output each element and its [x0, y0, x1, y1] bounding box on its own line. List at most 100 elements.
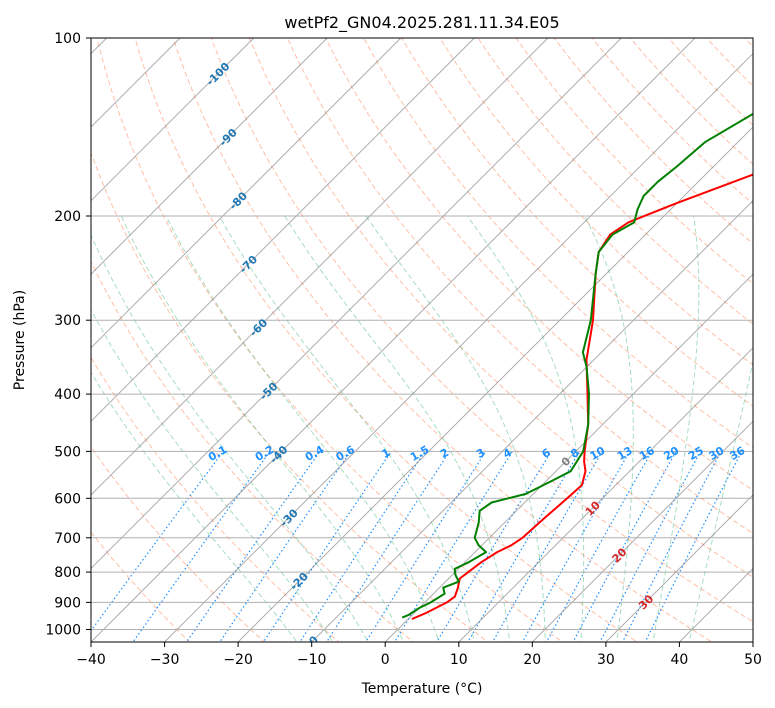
isotherm-label: 20: [610, 545, 630, 565]
mixing-ratio-label: 25: [686, 444, 706, 463]
dry-adiabat: [743, 38, 753, 48]
moist-adiabat: [466, 215, 585, 642]
y-axis-ticks: 100 200 300 400 500 600 700 800 900 1000: [45, 31, 91, 639]
mixing-ratio-line: [91, 451, 224, 632]
mixing-ratio-line: [394, 451, 513, 642]
isotherm: [91, 38, 475, 423]
isotherm: [311, 199, 753, 642]
x-tick-label: 10: [450, 652, 468, 668]
isotherm: [164, 52, 753, 642]
isotherm-label: -10: [298, 633, 321, 656]
x-tick-label: −10: [297, 652, 327, 668]
dry-adiabat: [91, 356, 340, 642]
x-tick-label: −40: [76, 652, 106, 668]
dry-adiabat: [770, 25, 775, 654]
mixing-ratio-line: [299, 451, 426, 642]
dry-adiabat: [667, 38, 753, 126]
dry-adiabat: [96, 38, 564, 642]
isotherm: [91, 38, 696, 642]
x-tick-label: 0: [381, 652, 390, 668]
isotherm: [91, 38, 622, 570]
dry-adiabat: [210, 38, 753, 623]
plot-frame: [90, 37, 754, 643]
moist-adiabat: [365, 215, 546, 642]
sounding-profiles: [401, 112, 753, 620]
dry-adiabat: [515, 38, 753, 285]
dry-adiabat: [553, 38, 753, 245]
mixing-ratio-line: [545, 451, 653, 642]
isotherm: [531, 420, 753, 642]
mixing-ratio-line: [467, 451, 581, 642]
mixing-ratio-label: 20: [661, 444, 681, 463]
y-tick-label: 800: [54, 565, 81, 581]
isotherm: [605, 494, 753, 642]
y-axis-label: Pressure (hPa): [12, 290, 28, 390]
dry-adiabat: [324, 38, 753, 491]
mixing-ratio-line: [185, 451, 321, 642]
mixing-ratio-label: 1.5: [408, 443, 431, 464]
x-tick-label: 40: [670, 652, 688, 668]
isotherm: [91, 38, 328, 275]
dry-adiabat: [172, 38, 713, 642]
dry-adiabat: [248, 38, 753, 578]
x-axis-ticks: −40 −30 −20 −10 0 10 20 30 40 50: [76, 642, 762, 668]
isotherm-label: -100: [204, 60, 233, 89]
x-tick-label: −20: [223, 652, 253, 668]
dry-adiabat: [134, 38, 639, 642]
x-tick-label: 30: [597, 652, 615, 668]
y-tick-label: 600: [54, 491, 81, 507]
dry-adiabat: [363, 38, 753, 449]
mixing-ratio-label: 0.6: [334, 443, 358, 464]
temperature-profile: [411, 173, 753, 620]
dry-adiabat: [401, 38, 753, 407]
mixing-ratio-label: 10: [588, 444, 608, 463]
mixing-ratio-line: [325, 451, 451, 642]
mixing-ratio-label: 4: [501, 446, 514, 461]
mixing-ratio-line: [644, 451, 743, 642]
mixing-ratio-label: 0.1: [206, 443, 229, 464]
y-tick-label: 700: [54, 531, 81, 547]
background-lines: [91, 25, 775, 654]
isotherm: [752, 641, 753, 642]
moist-adiabat: [91, 371, 298, 642]
dry-adiabat: [477, 38, 753, 325]
moist-adiabat: [91, 233, 369, 642]
mixing-ratio-label: 6: [540, 446, 553, 461]
dry-adiabat: [91, 260, 415, 642]
mixing-ratio-line: [492, 451, 603, 642]
dry-adiabat: [705, 38, 753, 87]
moist-adiabat: [218, 215, 475, 642]
y-tick-label: 100: [54, 31, 81, 47]
mixing-ratio-label: 36: [727, 444, 747, 463]
y-tick-label: 500: [54, 444, 81, 460]
mixing-ratio-line: [262, 451, 392, 642]
moist-adiabat: [120, 215, 405, 642]
moist-adiabat: [91, 308, 334, 642]
y-tick-label: 300: [54, 313, 81, 329]
x-tick-label: 50: [744, 652, 762, 668]
isotherm-label: -50: [257, 379, 280, 402]
mixing-ratio-line: [132, 451, 271, 642]
isotherm-label: -80: [227, 189, 250, 212]
isotherm: [91, 38, 549, 496]
moist-adiabat: [688, 359, 753, 642]
dewpoint-profile: [401, 112, 753, 619]
y-tick-label: 1000: [45, 623, 81, 639]
isotherm-label: 40: [663, 639, 683, 659]
chart-title: wetPf2_GN04.2025.281.11.34.E05: [284, 13, 559, 33]
dry-adiabat: [91, 151, 489, 642]
isotherm: [384, 273, 753, 642]
y-tick-label: 400: [54, 387, 81, 403]
moist-adiabat: [652, 215, 700, 642]
dry-adiabat: [591, 38, 753, 205]
dry-adiabat: [629, 38, 753, 166]
mixing-ratio-label: 3: [474, 446, 487, 461]
dry-adiabat: [91, 531, 191, 642]
moist-adiabat: [284, 215, 511, 642]
x-tick-label: 20: [523, 652, 541, 668]
mixing-ratio-label: 1: [379, 446, 392, 461]
dry-adiabat: [286, 38, 753, 535]
mixing-ratio-line: [621, 451, 722, 642]
